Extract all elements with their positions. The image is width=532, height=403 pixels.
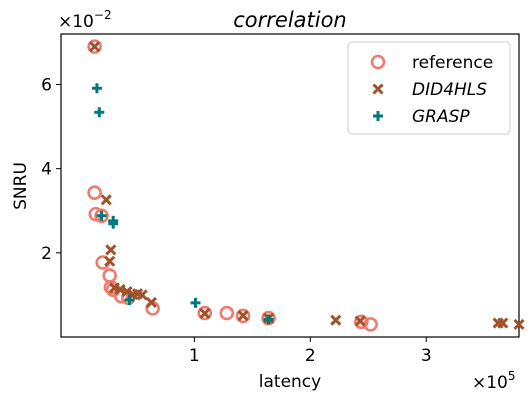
data-point bbox=[199, 307, 211, 319]
chart-title: correlation bbox=[233, 8, 347, 32]
legend-label: DID4HLS bbox=[412, 80, 487, 100]
data-point bbox=[330, 314, 342, 326]
legend-box bbox=[347, 41, 511, 135]
data-point bbox=[136, 289, 148, 301]
data-point bbox=[513, 318, 525, 330]
data-point bbox=[354, 314, 369, 330]
legend: reference DID4HLS GRASP bbox=[347, 41, 511, 135]
y-axis-label: SNRU bbox=[11, 162, 31, 210]
y-axis-multiplier: ×10−2 bbox=[58, 8, 112, 32]
data-point bbox=[235, 308, 251, 324]
y-tick-label: 6 bbox=[41, 76, 52, 96]
data-point bbox=[354, 315, 366, 327]
y-tick-label: 2 bbox=[41, 244, 52, 264]
data-point bbox=[105, 244, 117, 256]
y-axis: 2 4 6 bbox=[41, 76, 61, 264]
data-point bbox=[497, 317, 509, 329]
x-tick-label: 3 bbox=[421, 346, 432, 366]
data-point bbox=[108, 218, 119, 229]
data-point bbox=[145, 296, 158, 309]
legend-label: reference bbox=[412, 53, 493, 73]
data-point bbox=[121, 285, 133, 298]
data-point bbox=[87, 39, 102, 54]
y-multiplier-exponent: −2 bbox=[94, 8, 112, 22]
data-point bbox=[104, 255, 116, 267]
data-point bbox=[197, 305, 213, 321]
x-tick-label: 2 bbox=[305, 346, 316, 366]
data-point bbox=[237, 309, 249, 322]
y-multiplier-base: ×10 bbox=[58, 12, 94, 32]
legend-marker bbox=[370, 54, 386, 70]
data-point bbox=[91, 83, 102, 94]
data-point bbox=[94, 107, 105, 118]
data-point bbox=[87, 185, 102, 200]
legend-label: GRASP bbox=[412, 107, 470, 127]
data-point bbox=[114, 283, 126, 296]
x-multiplier-exponent: 5 bbox=[508, 369, 516, 383]
legend-marker bbox=[373, 111, 383, 121]
data-point bbox=[219, 305, 235, 321]
x-tick-label: 1 bbox=[189, 346, 200, 366]
data-point bbox=[124, 294, 135, 305]
x-multiplier-base: ×10 bbox=[472, 373, 508, 393]
x-axis-multiplier: ×105 bbox=[472, 369, 516, 393]
data-point bbox=[96, 210, 107, 221]
x-axis-label: latency bbox=[259, 372, 321, 392]
data-points bbox=[87, 39, 525, 332]
data-point bbox=[94, 208, 109, 224]
legend-marker bbox=[372, 83, 384, 95]
data-point bbox=[89, 41, 101, 53]
data-point bbox=[100, 194, 112, 206]
y-tick-label: 4 bbox=[41, 160, 52, 180]
data-point bbox=[190, 297, 201, 308]
data-point bbox=[263, 314, 274, 325]
x-axis: 1 2 3 bbox=[189, 337, 432, 366]
